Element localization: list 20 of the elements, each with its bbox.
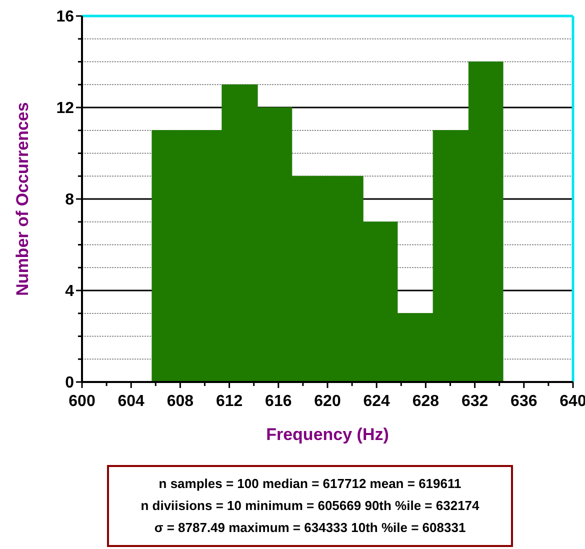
text: σ = 8787.49 maximum = 634333 10th %ile = 608331 <box>154 520 466 535</box>
x-tick-label: 620 <box>314 393 341 410</box>
x-tick-label: 616 <box>265 393 292 410</box>
x-tick-label: 624 <box>363 393 390 410</box>
y-axis-title: Number of Occurrences <box>13 102 32 296</box>
x-tick-label: 612 <box>216 393 243 410</box>
x-tick-label: 600 <box>68 393 96 410</box>
y-tick-label: 4 <box>65 283 74 300</box>
x-tick-label: 604 <box>118 393 145 410</box>
y-tick-label: 16 <box>56 8 74 26</box>
text: n diviisions = 10 minimum = 605669 90th %ile = 632174 <box>140 498 480 513</box>
x-axis-title: Frequency (Hz) <box>266 425 389 444</box>
x-tick-label: 636 <box>510 393 538 410</box>
x-tick-label: 632 <box>461 393 488 410</box>
x-tick-label: 628 <box>412 393 440 410</box>
text: n samples = 100 median = 617712 mean = 619611 <box>158 476 462 491</box>
y-tick-label: 0 <box>65 374 74 392</box>
x-tick-label: 608 <box>166 393 194 410</box>
y-tick-label: 12 <box>56 100 74 118</box>
y-tick-label: 8 <box>65 192 74 209</box>
